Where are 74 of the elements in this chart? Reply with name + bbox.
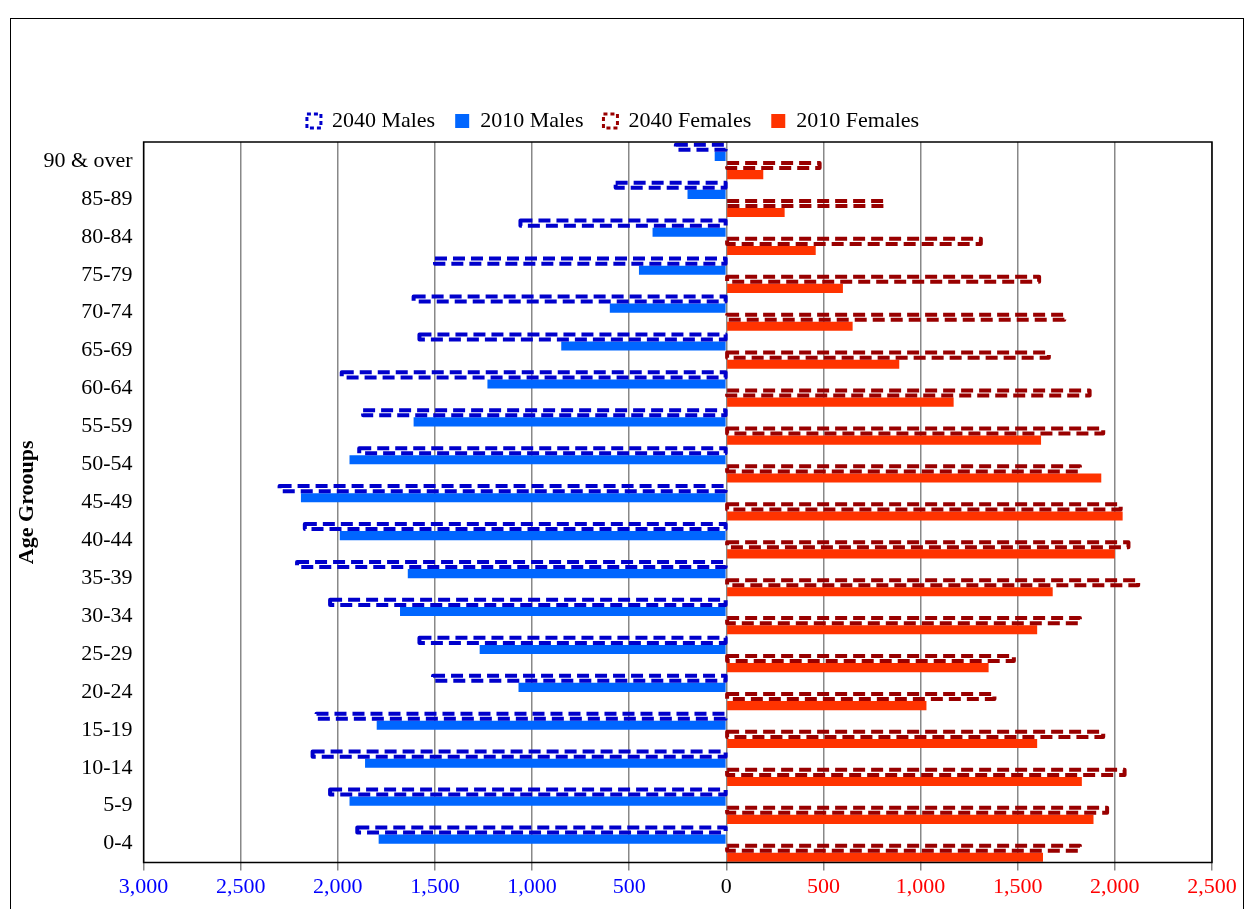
bar <box>727 701 927 711</box>
y-tick-label: 35-39 <box>81 563 133 589</box>
bar <box>479 644 726 655</box>
x-tick-label: 1,000 <box>895 872 946 898</box>
bar <box>349 796 726 806</box>
x-tick-label: 3,000 <box>118 872 169 898</box>
y-tick-label: 70-74 <box>81 298 133 324</box>
bar <box>300 493 726 503</box>
y-tick-label: 10-14 <box>81 753 133 779</box>
y-tick-label: 0-4 <box>103 829 133 855</box>
bar <box>727 738 1038 749</box>
x-tick-label: 500 <box>612 872 646 898</box>
y-tick-label: 60-64 <box>81 374 133 400</box>
bar <box>714 151 726 161</box>
bar <box>727 170 764 180</box>
bar <box>727 207 785 218</box>
x-tick-label: 0 <box>720 872 732 898</box>
bar <box>376 720 726 730</box>
bar <box>349 455 726 465</box>
y-tick-label: 25-29 <box>81 639 133 665</box>
x-tick-label: 1,000 <box>507 872 557 898</box>
x-tick-label: 2,500 <box>1187 872 1237 898</box>
legend-label: 2040 Males <box>331 106 436 132</box>
bar <box>727 283 843 293</box>
bar <box>727 549 1115 559</box>
legend-label: 2040 Females <box>628 106 752 132</box>
x-tick-label: 1,500 <box>410 872 460 898</box>
bar <box>727 511 1123 521</box>
bar <box>609 303 726 313</box>
y-tick-label: 15-19 <box>81 715 133 741</box>
bar <box>487 379 726 389</box>
y-tick-label: 75-79 <box>81 260 133 286</box>
bar <box>407 569 726 579</box>
legend-label: 2010 Females <box>796 106 920 132</box>
bar <box>365 758 726 768</box>
bar <box>400 606 726 617</box>
y-tick-label: 40-44 <box>81 526 133 552</box>
y-tick-label: 90 & over <box>43 146 134 172</box>
bar <box>727 321 853 331</box>
bar <box>652 227 726 237</box>
bar <box>727 852 1043 862</box>
bar <box>727 435 1042 445</box>
y-tick-label: 65-69 <box>81 336 133 362</box>
x-tick-label: 2,500 <box>215 872 266 898</box>
bar <box>339 531 726 541</box>
bar <box>687 189 726 199</box>
y-tick-label: 50-54 <box>81 450 133 476</box>
bar <box>518 682 726 692</box>
y-tick-label: 45-49 <box>81 488 133 514</box>
x-tick-label: 500 <box>806 872 840 898</box>
bar <box>378 834 726 844</box>
bar <box>727 663 989 673</box>
x-tick-label: 1,500 <box>993 872 1043 898</box>
y-tick-label: 55-59 <box>81 412 133 438</box>
x-tick-label: 2,000 <box>1090 872 1140 898</box>
y-tick-label: 85-89 <box>81 184 133 210</box>
bar <box>561 341 726 351</box>
bar <box>727 625 1038 635</box>
bar <box>727 776 1082 786</box>
bar <box>727 245 816 256</box>
y-axis-title: Age Grooups <box>12 440 38 565</box>
bar <box>727 473 1102 483</box>
y-tick-label: 80-84 <box>81 222 133 248</box>
y-tick-label: 20-24 <box>81 677 133 703</box>
bar <box>727 814 1094 824</box>
y-tick-label: 30-34 <box>81 601 133 627</box>
bar <box>727 359 900 369</box>
bar <box>413 417 726 427</box>
legend-label: 2010 Males <box>480 106 584 132</box>
bar <box>638 265 726 275</box>
x-tick-label: 2,000 <box>313 872 363 898</box>
y-tick-label: 5-9 <box>103 791 133 817</box>
bar <box>727 587 1053 597</box>
bar <box>727 397 954 407</box>
